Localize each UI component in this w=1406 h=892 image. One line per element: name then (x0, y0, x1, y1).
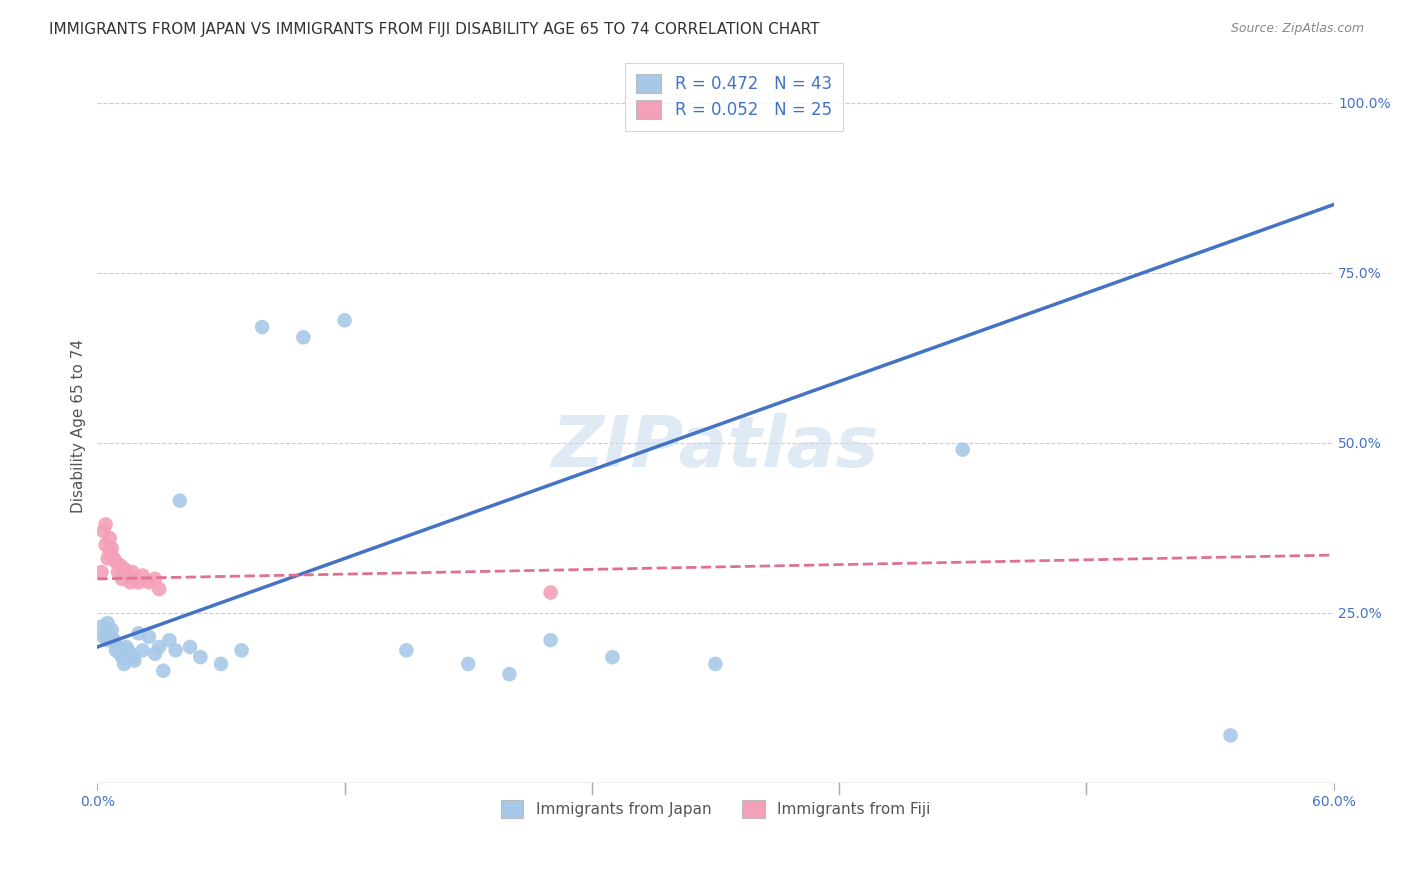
Point (457, 657, 479, 671)
Point (138, 630, 160, 644)
Point (104, 643, 127, 657)
Point (128, 626, 150, 640)
Point (111, 572, 134, 586)
Point (540, 633, 562, 648)
Point (209, 657, 232, 671)
Point (117, 568, 139, 582)
Point (124, 654, 146, 668)
Text: IMMIGRANTS FROM JAPAN VS IMMIGRANTS FROM FIJI DISABILITY AGE 65 TO 74 CORRELATIO: IMMIGRANTS FROM JAPAN VS IMMIGRANTS FROM… (49, 22, 820, 37)
Point (103, 633, 125, 648)
Point (165, 643, 187, 657)
Point (111, 650, 134, 665)
Point (152, 664, 174, 678)
Point (179, 640, 201, 654)
Point (94, 538, 117, 552)
Point (148, 640, 170, 654)
Point (131, 643, 153, 657)
Point (108, 558, 131, 573)
Point (704, 657, 727, 671)
Point (97, 633, 120, 648)
Point (159, 633, 181, 648)
Point (107, 640, 129, 654)
Point (97, 616, 120, 631)
Point (98, 544, 121, 558)
Point (169, 493, 191, 508)
Point (98, 626, 121, 640)
Point (103, 551, 125, 566)
Point (190, 650, 212, 665)
Text: Source: ZipAtlas.com: Source: ZipAtlas.com (1230, 22, 1364, 36)
Point (1219, 728, 1241, 742)
Point (292, 330, 315, 344)
Point (93, 630, 115, 644)
Point (115, 640, 138, 654)
Point (231, 643, 253, 657)
Point (90, 619, 112, 633)
Point (120, 575, 142, 590)
Point (250, 320, 273, 334)
Point (90, 565, 112, 579)
Point (143, 647, 166, 661)
Point (115, 565, 138, 579)
Point (94, 626, 117, 640)
Point (100, 623, 122, 637)
Y-axis label: Disability Age 65 to 74: Disability Age 65 to 74 (72, 339, 86, 513)
Point (112, 657, 135, 671)
Point (143, 572, 166, 586)
Point (121, 565, 143, 579)
Point (131, 568, 153, 582)
Point (98, 531, 121, 545)
Point (138, 575, 160, 590)
Point (121, 650, 143, 665)
Point (100, 630, 122, 644)
Point (112, 562, 135, 576)
Point (93, 524, 115, 539)
Text: ZIPatlas: ZIPatlas (551, 413, 879, 482)
Point (395, 643, 418, 657)
Point (107, 565, 129, 579)
Point (128, 575, 150, 590)
Point (100, 541, 122, 556)
Point (540, 585, 562, 599)
Point (120, 647, 142, 661)
Point (952, 442, 974, 457)
Point (94, 517, 117, 532)
Point (124, 572, 146, 586)
Point (108, 647, 131, 661)
Point (602, 650, 624, 665)
Point (333, 313, 356, 327)
Point (97, 551, 120, 566)
Legend: Immigrants from Japan, Immigrants from Fiji: Immigrants from Japan, Immigrants from F… (494, 792, 938, 825)
Point (104, 555, 127, 569)
Point (498, 667, 520, 681)
Point (148, 582, 170, 596)
Point (117, 643, 139, 657)
